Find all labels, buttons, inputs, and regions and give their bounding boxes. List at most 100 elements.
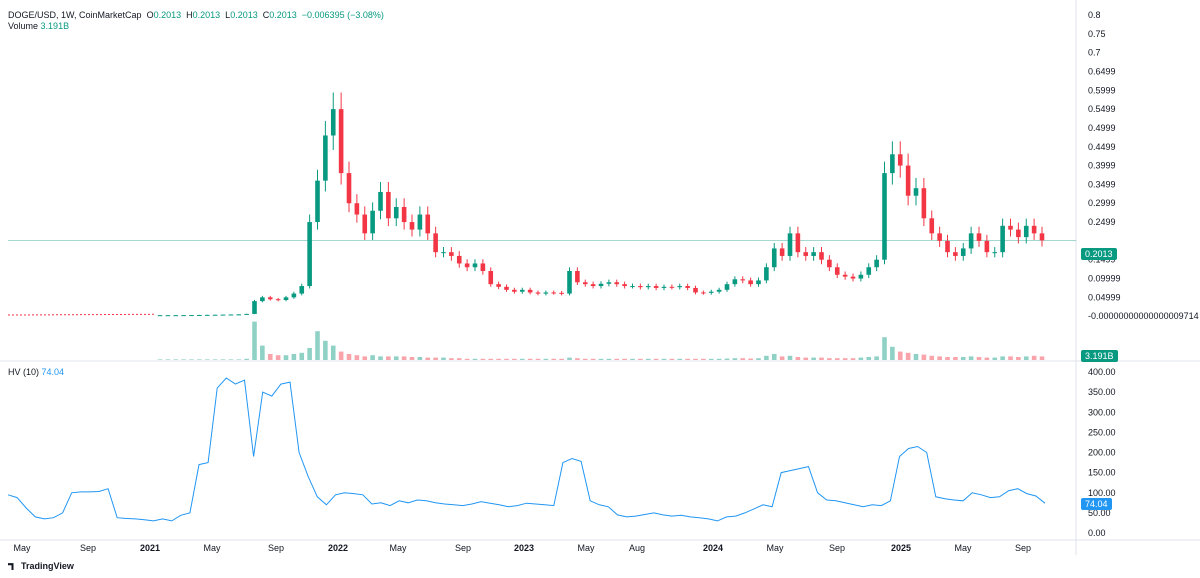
hv-legend: HV (10) 74.04	[8, 367, 64, 377]
candle-body	[519, 289, 525, 292]
candle-body	[834, 267, 840, 275]
hv-badge: 74.04	[1081, 498, 1112, 510]
candle-body	[968, 233, 974, 249]
time-tick-label: May	[954, 543, 972, 553]
candle-body	[228, 314, 234, 316]
candle-body	[456, 255, 462, 264]
volume-bar	[189, 359, 194, 360]
hv-tick-label: 100.00	[1088, 488, 1116, 498]
candle-body	[858, 274, 864, 279]
candle-body	[645, 286, 651, 288]
volume-bar	[953, 357, 958, 360]
candle-body	[882, 173, 887, 260]
time-tick-label: Sep	[268, 543, 284, 553]
volume-bar	[409, 357, 415, 360]
volume-bar	[748, 358, 753, 360]
volume-bar	[858, 357, 864, 360]
candle-body	[661, 286, 667, 288]
candle-body	[559, 292, 564, 294]
tradingview-logo[interactable]: TradingView	[8, 561, 74, 571]
hv-tick-label: 200.00	[1088, 448, 1116, 458]
candle-body	[953, 252, 958, 256]
volume-bar	[480, 358, 486, 360]
volume-bar	[1000, 356, 1005, 360]
candle-body	[260, 297, 265, 302]
volume-bar	[764, 355, 769, 360]
volume-bar	[433, 357, 438, 360]
volume-bar	[960, 357, 966, 360]
candle-body	[433, 233, 438, 253]
candle-body	[204, 314, 210, 316]
candle-body	[913, 188, 919, 196]
time-tick-label: 2025	[891, 543, 911, 553]
time-tick-label: Sep	[1015, 543, 1031, 553]
volume-bar	[173, 359, 179, 360]
volume-bar	[299, 352, 305, 360]
candle-body	[378, 191, 383, 211]
volume-bar	[1023, 356, 1029, 360]
candle-body	[638, 286, 643, 288]
volume-bar	[204, 359, 210, 360]
price-tick-label: 0.75	[1088, 29, 1106, 39]
volume-bar	[220, 359, 226, 360]
volume-bar	[693, 358, 698, 360]
candle-body	[291, 293, 297, 298]
volume-bar	[512, 358, 517, 360]
price-tick-label: 0.2499	[1088, 217, 1116, 227]
candle-body	[724, 284, 730, 290]
volume-bar	[315, 331, 320, 360]
candle-body	[323, 135, 328, 181]
candle-body	[771, 248, 777, 268]
price-tick-label: 0.09999	[1088, 274, 1121, 284]
hv-value: 74.04	[41, 367, 65, 377]
candle-body	[984, 240, 990, 253]
volume-bar	[393, 356, 399, 360]
candle-body	[449, 252, 454, 256]
price-tick-label: 0.5499	[1088, 104, 1116, 114]
candle-body	[275, 299, 281, 301]
time-tick-label: Sep	[80, 543, 96, 553]
candle-body	[701, 292, 706, 294]
candle-body	[472, 263, 478, 268]
candle-body	[330, 109, 336, 136]
volume-bar	[701, 358, 706, 360]
volume-bar	[638, 358, 643, 360]
candle-body	[890, 154, 895, 174]
chart-header: DOGE/USD, 1W, CoinMarketCap O0.2013 H0.2…	[8, 10, 384, 20]
volume-bar	[496, 358, 501, 360]
symbol-label: DOGE/USD, 1W, CoinMarketCap	[8, 10, 142, 20]
volume-bar	[1031, 355, 1037, 360]
candle-body	[1023, 225, 1029, 238]
volume-bar	[716, 358, 722, 360]
time-tick-label: 2024	[703, 543, 723, 553]
volume-bar	[708, 358, 714, 360]
candle-body	[582, 282, 588, 285]
volume-bar	[905, 352, 911, 360]
volume-bar	[779, 356, 785, 360]
candle-body	[921, 188, 927, 219]
volume-bar	[354, 355, 360, 360]
time-tick-label: May	[577, 543, 595, 553]
volume-bar	[803, 357, 809, 360]
candle-body	[165, 315, 171, 317]
volume-bar	[575, 358, 580, 360]
candle-body	[819, 252, 824, 260]
candle-body	[315, 180, 320, 223]
close-label: C	[262, 10, 270, 20]
price-tick-label: 0.04999	[1088, 292, 1121, 302]
candle-body	[386, 191, 391, 219]
time-tick-label: Sep	[455, 543, 471, 553]
candle-body	[354, 203, 360, 215]
volume-bar	[882, 337, 887, 360]
time-tick-label: 2023	[514, 543, 534, 553]
candle-body	[653, 286, 659, 288]
volume-bar	[661, 358, 667, 360]
candle-body	[669, 286, 675, 288]
price-tick-label: 0.3999	[1088, 161, 1116, 171]
candle-body	[157, 315, 163, 317]
candle-body	[417, 214, 423, 230]
volume-bar	[252, 321, 257, 360]
hv-line	[7, 377, 1046, 522]
hv-tick-label: 150.00	[1088, 468, 1116, 478]
